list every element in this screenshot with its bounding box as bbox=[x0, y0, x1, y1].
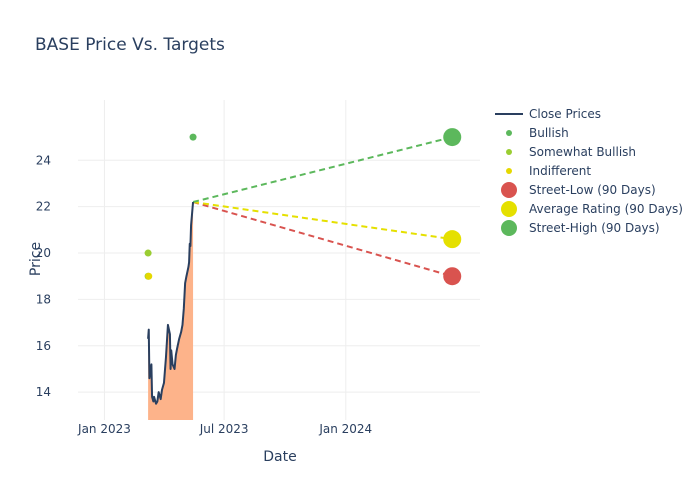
x-tick-label: Jan 2024 bbox=[318, 422, 372, 436]
street-high-target-line bbox=[192, 136, 453, 203]
street-low-target-line bbox=[192, 201, 453, 278]
legend-swatch-marker bbox=[501, 182, 517, 198]
somewhat-bullish-rating-point bbox=[144, 249, 152, 257]
y-axis-title: Price bbox=[28, 242, 44, 276]
legend-swatch-marker bbox=[501, 201, 517, 217]
area-layer bbox=[148, 202, 194, 420]
legend-label: Somewhat Bullish bbox=[529, 145, 636, 159]
x-tick-label: Jan 2023 bbox=[77, 422, 131, 436]
rating-points-layer bbox=[144, 133, 197, 280]
legend-label: Street-High (90 Days) bbox=[529, 221, 660, 235]
y-tick-label: 14 bbox=[36, 385, 51, 399]
legend-label: Indifferent bbox=[529, 164, 591, 178]
close-price-area bbox=[148, 202, 194, 420]
legend: Close Prices Bullish Somewhat Bullish Indif… bbox=[495, 107, 683, 236]
street-high-target-marker bbox=[443, 128, 462, 147]
x-axis-title: Date bbox=[263, 449, 296, 465]
y-tick-label: 24 bbox=[36, 153, 51, 167]
y-tick-label: 20 bbox=[36, 246, 51, 260]
target-lines-layer bbox=[192, 128, 462, 286]
legend-label: Street-Low (90 Days) bbox=[529, 183, 656, 197]
y-tick-label: 22 bbox=[36, 200, 51, 214]
tick-labels-layer: 14 16 18 20 22 24 Jan 2023 Jul 2023 Jan 2024 bbox=[36, 153, 372, 436]
average-rating-target-marker bbox=[443, 230, 462, 249]
legend-label: Bullish bbox=[529, 126, 569, 140]
legend-swatch-dot bbox=[506, 130, 512, 136]
indifferent-rating-point bbox=[145, 272, 153, 280]
legend-swatch-dot bbox=[506, 168, 512, 174]
y-tick-label: 16 bbox=[36, 339, 51, 353]
y-tick-label: 18 bbox=[36, 292, 51, 306]
chart-title: BASE Price Vs. Targets bbox=[35, 35, 225, 55]
legend-label: Close Prices bbox=[529, 107, 601, 121]
legend-swatch-dot bbox=[506, 149, 512, 155]
street-low-target-marker bbox=[443, 267, 462, 286]
legend-label: Average Rating (90 Days) bbox=[529, 202, 683, 216]
close-price-line bbox=[147, 201, 195, 405]
bullish-rating-point bbox=[189, 133, 197, 141]
close-price-layer bbox=[147, 201, 195, 405]
legend-swatch-marker bbox=[501, 220, 517, 236]
average-rating-target-line bbox=[192, 201, 453, 241]
x-tick-label: Jul 2023 bbox=[199, 422, 249, 436]
